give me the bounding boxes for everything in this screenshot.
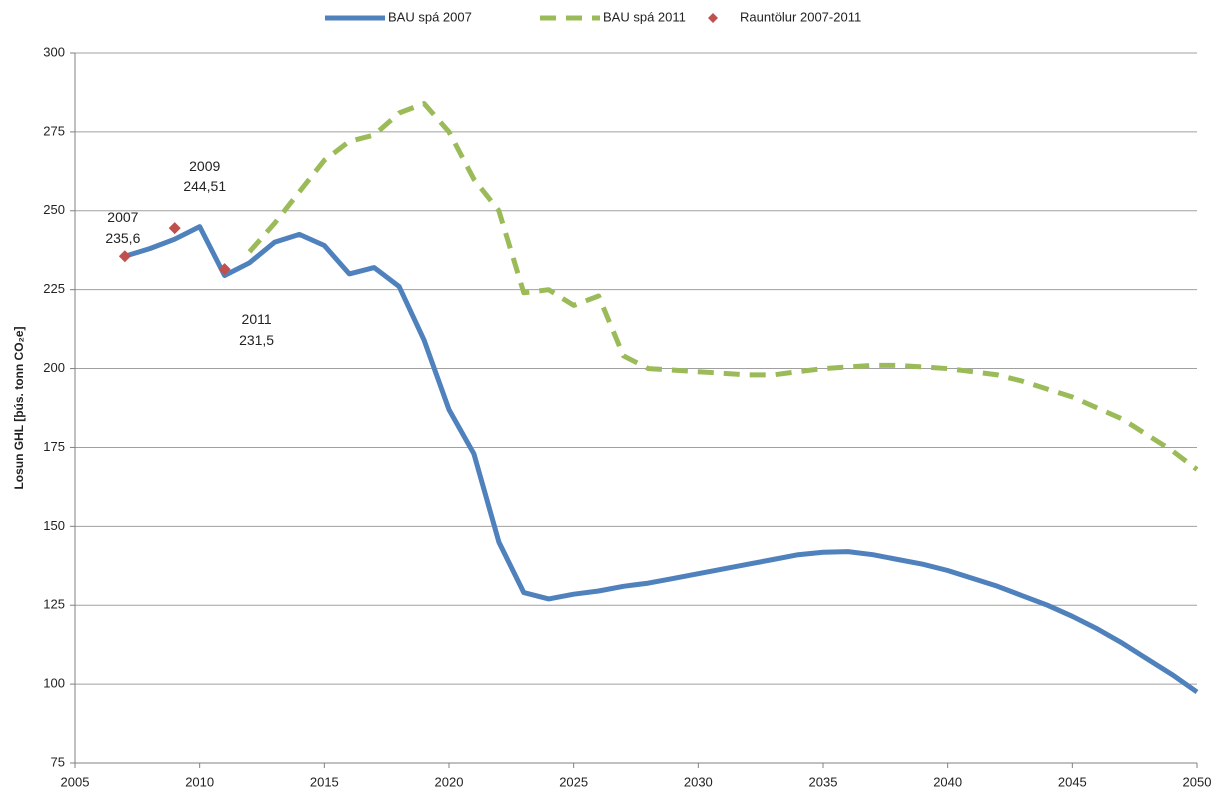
point-label: 231,5 <box>239 332 274 348</box>
x-tick-label: 2005 <box>61 774 90 789</box>
line <box>124 224 1199 695</box>
y-tick-label: 75 <box>51 754 65 769</box>
point-year: 2007 <box>107 209 138 225</box>
y-tick-label: 175 <box>43 439 65 454</box>
point <box>118 250 131 263</box>
x-tick-label: 2010 <box>185 774 214 789</box>
x-tick-label: 2030 <box>684 774 713 789</box>
y-tick-label: 300 <box>43 44 65 59</box>
legend-label: Rauntölur 2007-2011 <box>740 9 861 24</box>
x-tick-label: 2025 <box>559 774 588 789</box>
x-tick-label: 2035 <box>809 774 838 789</box>
point-year: 2011 <box>242 311 272 327</box>
y-axis-label: Losun GHL [þús. tonn CO₂e] <box>12 326 26 489</box>
y-tick-label: 225 <box>43 281 65 296</box>
x-tick-label: 2045 <box>1058 774 1087 789</box>
legend-marker <box>708 13 718 23</box>
x-tick-label: 2020 <box>435 774 464 789</box>
legend-label: BAU spá 2007 <box>388 9 472 24</box>
y-tick-label: 100 <box>43 676 65 691</box>
y-tick-label: 250 <box>43 202 65 217</box>
point-label: 244,51 <box>183 178 226 194</box>
y-tick-label: 275 <box>43 123 65 138</box>
point-year: 2009 <box>189 158 220 174</box>
point-label: 235,6 <box>105 230 140 246</box>
y-tick-label: 200 <box>43 360 65 375</box>
line <box>247 101 1199 472</box>
y-tick-label: 125 <box>43 597 65 612</box>
x-tick-label: 2050 <box>1183 774 1212 789</box>
y-tick-label: 150 <box>43 518 65 533</box>
x-tick-label: 2040 <box>933 774 962 789</box>
point <box>168 222 181 235</box>
legend-label: BAU spá 2011 <box>603 9 686 24</box>
x-tick-label: 2015 <box>310 774 339 789</box>
annotations: 2007 235,6 2009 244,51 2011 231,5 <box>105 158 274 348</box>
point <box>218 263 231 276</box>
